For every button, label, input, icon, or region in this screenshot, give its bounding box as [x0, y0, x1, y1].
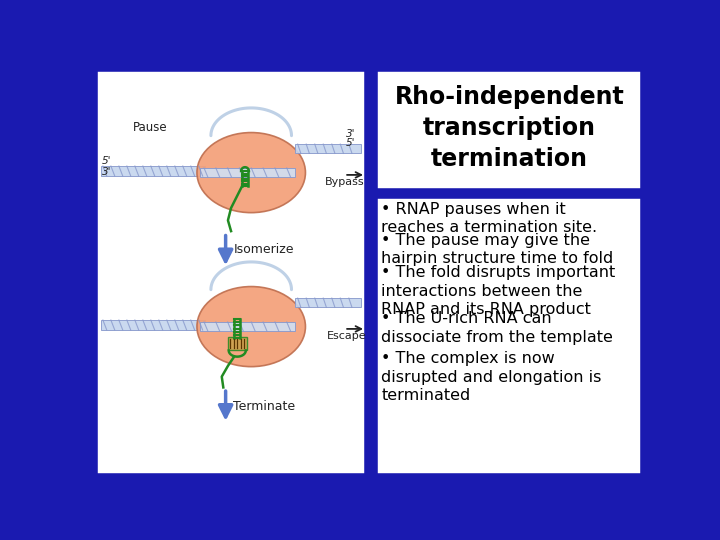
Text: • The U-rich RNA can
dissociate from the template: • The U-rich RNA can dissociate from the…	[382, 311, 613, 345]
FancyBboxPatch shape	[375, 195, 644, 476]
FancyBboxPatch shape	[101, 166, 204, 176]
FancyBboxPatch shape	[200, 322, 294, 331]
Text: • The complex is now
disrupted and elongation is
terminated: • The complex is now disrupted and elong…	[382, 351, 602, 403]
Text: 3': 3'	[346, 129, 355, 139]
Text: Bypass: Bypass	[325, 177, 364, 187]
Text: 5': 5'	[102, 156, 111, 166]
Text: Pause: Pause	[132, 121, 167, 134]
Ellipse shape	[197, 287, 305, 367]
Text: • The fold disrupts important
interactions between the
RNAP and its RNA product: • The fold disrupts important interactio…	[382, 265, 616, 317]
Ellipse shape	[197, 132, 305, 213]
FancyBboxPatch shape	[295, 298, 361, 307]
Text: Escape: Escape	[326, 331, 366, 341]
FancyBboxPatch shape	[228, 338, 246, 350]
FancyBboxPatch shape	[200, 168, 294, 177]
Text: Isomerize: Isomerize	[233, 242, 294, 255]
FancyBboxPatch shape	[101, 320, 204, 330]
Text: Rho-independent
transcription
termination: Rho-independent transcription terminatio…	[395, 85, 624, 171]
Text: 3': 3'	[102, 167, 111, 177]
Text: 5': 5'	[346, 138, 355, 149]
Text: Terminate: Terminate	[233, 400, 295, 413]
FancyBboxPatch shape	[375, 70, 644, 191]
Text: • The pause may give the
hairpin structure time to fold: • The pause may give the hairpin structu…	[382, 233, 613, 266]
FancyBboxPatch shape	[94, 70, 367, 476]
FancyBboxPatch shape	[295, 144, 361, 153]
Text: • RNAP pauses when it
reaches a termination site.: • RNAP pauses when it reaches a terminat…	[382, 202, 598, 235]
